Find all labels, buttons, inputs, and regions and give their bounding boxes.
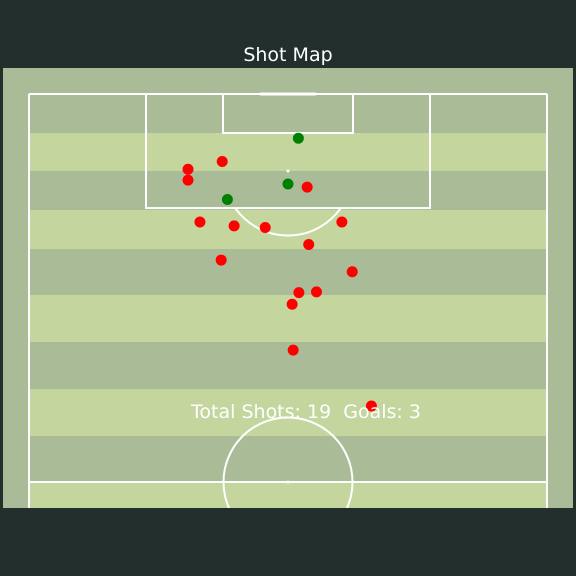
pitch-stripe — [29, 133, 547, 171]
pitch-stripe — [29, 389, 547, 436]
shot-miss-point — [346, 266, 358, 278]
penalty-arc — [234, 207, 342, 237]
pitch-stripes — [3, 68, 573, 508]
shot-miss-point — [259, 221, 271, 233]
shot-miss-point — [194, 216, 206, 228]
centre-circle — [222, 416, 354, 508]
pitch-stripe — [29, 249, 547, 295]
shot-miss-point — [228, 220, 240, 232]
pitch-stripe — [29, 171, 547, 210]
shot-goal-point — [282, 178, 294, 190]
centre-spot — [286, 480, 290, 484]
shot-miss-point — [293, 287, 305, 299]
shot-miss-point — [216, 156, 228, 168]
chart-title: Shot Map — [243, 44, 333, 66]
pitch-stripe — [29, 94, 547, 133]
shot-miss-point — [286, 298, 298, 310]
shot-miss-point — [182, 174, 194, 186]
shot-miss-point — [301, 181, 313, 193]
pitch-lines — [28, 92, 548, 508]
penalty-spot — [286, 169, 290, 173]
shot-miss-point — [287, 344, 299, 356]
pitch-stripe — [29, 210, 547, 249]
shot-miss-point — [365, 400, 377, 412]
shot-miss-point — [303, 239, 315, 251]
shot-summary-text: Total Shots: 19 Goals: 3 — [190, 401, 421, 423]
pitch-stripe — [29, 436, 547, 482]
pitch-stripe — [29, 482, 547, 508]
shot-points — [182, 132, 377, 412]
shot-miss-point — [215, 254, 227, 266]
shot-goal-point — [221, 194, 233, 206]
shot-miss-point — [336, 216, 348, 228]
shot-miss-point — [182, 163, 194, 175]
shot-miss-point — [310, 286, 322, 298]
shot-goal-point — [292, 132, 304, 144]
